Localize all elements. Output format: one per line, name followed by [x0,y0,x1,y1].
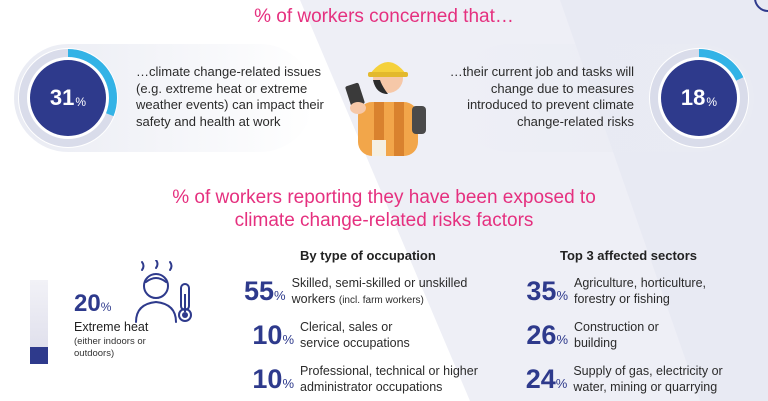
sector-text: Supply of gas, electricity or water, min… [573,364,723,394]
heat-bar-track [30,280,48,364]
person-thermometer-icon [135,260,192,323]
sector-percent-value: 26 [526,320,557,350]
occupation-percent-value: 10 [252,364,283,394]
occupation-percent: 55% [244,274,286,313]
heat-bar-fill [30,347,48,364]
occupation-note: (incl. farm workers) [338,294,424,306]
occupation-column-title: By type of occupation [300,248,436,263]
heat-percent-value: 20 [74,290,101,317]
sector-percent-unit: % [555,376,568,391]
occupation-row: 10% Professional, technical or higher ad… [244,362,504,401]
donut-right-label: 18% [645,44,753,152]
donut-arc-right [650,49,748,147]
occupation-percent-unit: % [282,332,294,347]
sector-text: Agriculture, horticulture, forestry or f… [574,276,707,306]
occupation-percent-value: 55 [244,276,275,306]
right-percent-unit: % [706,95,718,109]
worker-with-phone-icon [345,62,426,156]
occupation-label: Skilled, semi-skilled or unskilled worke… [291,276,468,306]
sector-percent-value: 24 [525,364,556,394]
sector-text: Construction or building [574,320,659,350]
heat-percent-unit: % [100,300,112,314]
occupation-percent-unit: % [274,288,286,303]
sector-percent: 35% [516,274,568,313]
sector-row: 26% Construction or building [516,318,756,357]
occupation-percent-value: 10 [252,320,283,350]
sector-percent-value: 35 [526,276,557,306]
donut-left-label: 31% [14,44,122,152]
occupation-row: 55% Skilled, semi-skilled or unskilled w… [244,274,494,313]
occupation-text: Professional, technical or higher admini… [300,364,478,394]
sector-percent: 26% [516,318,568,357]
heat-percent: 20% [74,290,111,318]
sector-percent-unit: % [556,288,568,303]
sectors-column-title: Top 3 affected sectors [560,248,698,263]
right-concern-text: …their current job and tasks will change… [449,64,634,129]
heat-note: (either indoors or outdoors) [74,336,146,359]
occupation-percent: 10% [244,362,294,401]
exposure-heading: % of workers reporting they have been ex… [172,187,596,231]
sector-percent-unit: % [556,332,568,347]
donut-chart-left [18,48,118,148]
sector-percent: 24% [516,362,568,401]
sector-row: 24% Supply of gas, electricity or water,… [516,362,756,401]
left-concern-text: …climate change-related issues (e.g. ext… [136,64,324,129]
occupation-text: Clerical, sales or service occupations [300,320,410,350]
occupation-row: 10% Clerical, sales or service occupatio… [244,318,494,357]
occupation-percent: 10% [244,318,294,357]
right-percent-value: 18 [680,85,706,110]
left-percent-unit: % [75,95,87,109]
concern-heading: % of workers concerned that… [254,6,514,27]
left-percent-value: 31 [49,85,75,110]
donut-arc-left [19,49,117,147]
occupation-text: Skilled, semi-skilled or unskilled worke… [292,274,494,308]
donut-chart-right [649,48,749,148]
sector-row: 35% Agriculture, horticulture, forestry … [516,274,756,313]
heat-label: Extreme heat [74,320,149,334]
occupation-percent-unit: % [282,376,294,391]
